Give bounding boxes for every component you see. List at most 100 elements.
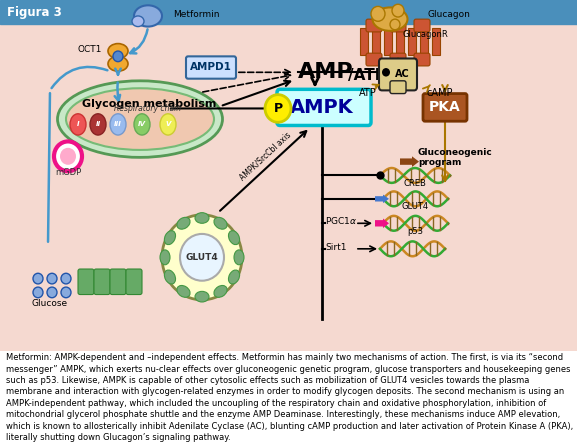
Circle shape [61, 287, 71, 298]
Text: CREB: CREB [403, 179, 426, 188]
Ellipse shape [177, 217, 190, 229]
Circle shape [47, 287, 57, 298]
Text: AMP: AMP [298, 62, 354, 82]
Ellipse shape [134, 5, 162, 26]
Text: IV: IV [138, 122, 146, 127]
Circle shape [33, 273, 43, 284]
Text: Sirt1: Sirt1 [325, 243, 347, 252]
Ellipse shape [228, 231, 239, 245]
Ellipse shape [214, 217, 227, 229]
FancyBboxPatch shape [390, 53, 406, 66]
FancyBboxPatch shape [423, 93, 467, 121]
Text: OCT1: OCT1 [78, 46, 102, 55]
FancyBboxPatch shape [366, 53, 382, 66]
FancyBboxPatch shape [379, 59, 417, 90]
Text: Glycogen metabolism: Glycogen metabolism [82, 99, 216, 109]
Ellipse shape [132, 16, 144, 26]
Ellipse shape [110, 114, 126, 135]
Text: P: P [273, 102, 283, 115]
Text: GlucagonR: GlucagonR [402, 30, 448, 38]
Bar [432, 28, 440, 55]
Text: Metformin: AMPK-dependent and –independent effects. Metformin has mainly two mec: Metformin: AMPK-dependent and –independe… [6, 353, 573, 442]
FancyBboxPatch shape [390, 81, 406, 93]
Ellipse shape [160, 250, 170, 265]
Text: Glucagon: Glucagon [428, 10, 471, 19]
Text: PGC1$\alpha$: PGC1$\alpha$ [325, 215, 357, 226]
Ellipse shape [90, 114, 106, 135]
Ellipse shape [108, 56, 128, 71]
FancyBboxPatch shape [94, 269, 110, 295]
FancyBboxPatch shape [414, 19, 430, 32]
FancyArrowPatch shape [51, 67, 107, 88]
Bar [396, 28, 404, 55]
Text: Respiratory chain: Respiratory chain [114, 104, 182, 113]
Ellipse shape [177, 286, 190, 297]
Text: Glucose: Glucose [32, 299, 68, 308]
Text: cAMP: cAMP [427, 88, 454, 97]
Circle shape [390, 19, 400, 30]
FancyBboxPatch shape [78, 269, 94, 295]
Ellipse shape [195, 291, 209, 302]
Circle shape [392, 4, 404, 17]
Circle shape [61, 273, 71, 284]
Bar [0, 0, 577, 25]
FancyBboxPatch shape [277, 89, 371, 126]
Ellipse shape [195, 213, 209, 224]
Ellipse shape [134, 114, 150, 135]
Ellipse shape [164, 231, 175, 245]
FancyBboxPatch shape [186, 56, 236, 79]
FancyBboxPatch shape [390, 19, 406, 32]
Ellipse shape [66, 88, 214, 150]
Ellipse shape [70, 114, 86, 135]
FancyBboxPatch shape [366, 19, 382, 32]
Bar [372, 28, 380, 55]
Circle shape [382, 68, 390, 76]
Ellipse shape [160, 114, 176, 135]
Circle shape [265, 95, 291, 122]
Text: Gluconeogenic
program: Gluconeogenic program [418, 148, 493, 167]
Ellipse shape [234, 250, 244, 265]
FancyBboxPatch shape [110, 269, 126, 295]
Text: mGDP: mGDP [55, 168, 81, 177]
Circle shape [162, 215, 242, 300]
Bar [384, 28, 392, 55]
FancyArrow shape [375, 219, 389, 228]
Circle shape [180, 234, 224, 281]
Text: AC: AC [395, 69, 409, 80]
Text: PKA: PKA [429, 101, 461, 114]
Ellipse shape [113, 51, 123, 62]
FancyArrowPatch shape [130, 30, 148, 54]
Circle shape [33, 287, 43, 298]
Ellipse shape [228, 270, 239, 284]
Ellipse shape [164, 270, 175, 284]
Ellipse shape [108, 44, 128, 59]
Text: AMPK: AMPK [290, 98, 354, 117]
Text: II: II [95, 122, 100, 127]
Circle shape [371, 6, 385, 21]
Circle shape [54, 141, 82, 171]
Circle shape [47, 273, 57, 284]
Ellipse shape [214, 286, 227, 297]
Bar [360, 28, 368, 55]
FancyArrowPatch shape [48, 93, 50, 242]
Text: AMPK/SrcCbl axis: AMPK/SrcCbl axis [238, 131, 293, 182]
FancyBboxPatch shape [126, 269, 142, 295]
Text: I: I [77, 122, 79, 127]
FancyArrow shape [375, 194, 389, 203]
Text: V: V [166, 122, 171, 127]
Text: III: III [114, 122, 122, 127]
FancyBboxPatch shape [414, 53, 430, 66]
Text: GLUT4: GLUT4 [402, 202, 429, 211]
Text: ATP: ATP [359, 88, 377, 97]
Bar [420, 28, 428, 55]
Text: Figura 3: Figura 3 [7, 6, 62, 19]
Bar [408, 28, 416, 55]
Circle shape [60, 148, 76, 165]
FancyArrow shape [400, 156, 419, 167]
Text: Metformin: Metformin [173, 10, 219, 19]
FancyBboxPatch shape [0, 18, 577, 358]
Text: p53: p53 [407, 227, 423, 236]
FancyArrowPatch shape [115, 83, 120, 101]
Ellipse shape [58, 81, 223, 157]
Text: /ATP: /ATP [348, 68, 386, 83]
